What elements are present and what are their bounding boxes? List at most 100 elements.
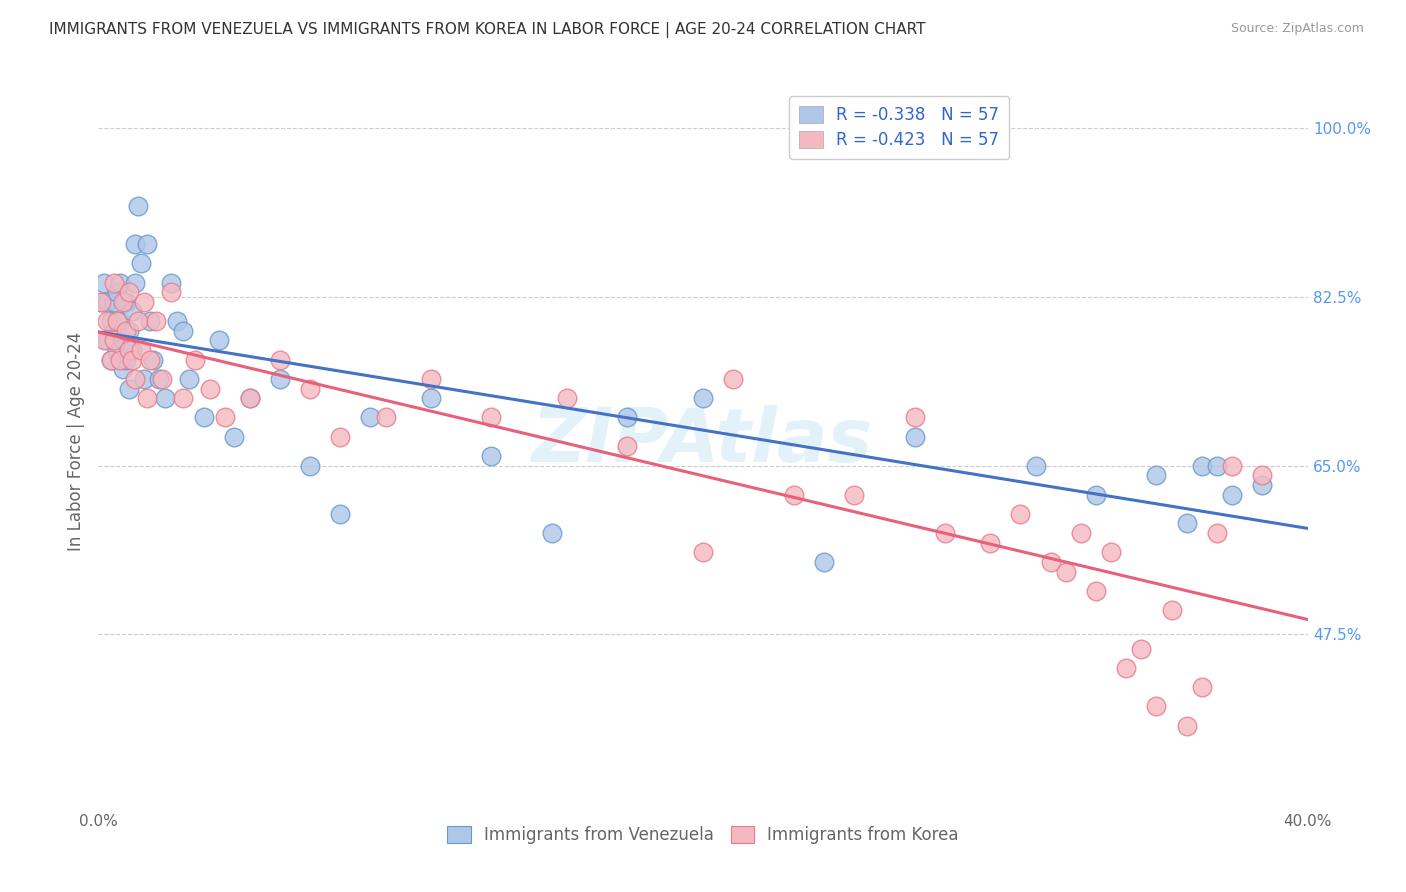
Point [135, 391, 157, 405]
Point [114, 324, 136, 338]
Point [360, 410, 382, 425]
Legend: Immigrants from Venezuela, Immigrants from Korea: Immigrants from Venezuela, Immigrants fr… [439, 817, 967, 852]
Point [100, 352, 122, 367]
Point [193, 410, 215, 425]
Point [723, 372, 745, 386]
Point [142, 352, 165, 367]
Point [904, 410, 927, 425]
Point [108, 314, 131, 328]
Point [108, 276, 131, 290]
Point [103, 324, 125, 338]
Point [1144, 699, 1167, 714]
Point [90, 294, 112, 309]
Point [111, 294, 134, 309]
Point [124, 237, 146, 252]
Point [90, 294, 112, 309]
Point [129, 256, 152, 270]
Point [481, 410, 503, 425]
Point [1024, 458, 1046, 473]
Point [200, 382, 222, 396]
Point [100, 314, 122, 328]
Point [269, 372, 291, 386]
Point [108, 352, 131, 367]
Point [1085, 583, 1108, 598]
Point [783, 487, 806, 501]
Point [1191, 680, 1213, 694]
Point [160, 276, 183, 290]
Point [540, 526, 562, 541]
Point [904, 430, 927, 444]
Point [103, 334, 125, 348]
Y-axis label: In Labor Force | Age 20-24: In Labor Force | Age 20-24 [66, 332, 84, 551]
Point [96, 294, 118, 309]
Point [1251, 478, 1274, 492]
Point [124, 276, 146, 290]
Point [118, 324, 141, 338]
Point [299, 382, 322, 396]
Point [118, 382, 141, 396]
Point [148, 372, 170, 386]
Point [1175, 516, 1198, 531]
Point [844, 487, 866, 501]
Point [111, 362, 134, 376]
Point [160, 285, 183, 300]
Point [1220, 487, 1243, 501]
Point [132, 372, 155, 386]
Point [105, 285, 128, 300]
Point [1115, 661, 1137, 675]
Point [121, 352, 143, 367]
Point [239, 391, 262, 405]
Point [103, 294, 125, 309]
Point [299, 458, 322, 473]
Text: ZIPAtlas: ZIPAtlas [533, 405, 873, 478]
Point [184, 352, 207, 367]
Point [1010, 507, 1032, 521]
Point [103, 276, 125, 290]
Point [139, 314, 162, 328]
Point [121, 304, 143, 318]
Text: IMMIGRANTS FROM VENEZUELA VS IMMIGRANTS FROM KOREA IN LABOR FORCE | AGE 20-24 CO: IMMIGRANTS FROM VENEZUELA VS IMMIGRANTS … [49, 22, 925, 38]
Point [481, 449, 503, 463]
Point [100, 352, 122, 367]
Point [555, 391, 578, 405]
Point [329, 507, 352, 521]
Point [124, 372, 146, 386]
Point [1130, 641, 1153, 656]
Point [616, 410, 638, 425]
Point [96, 314, 118, 328]
Point [692, 545, 714, 559]
Point [374, 410, 396, 425]
Point [118, 285, 141, 300]
Point [132, 294, 155, 309]
Point [1144, 468, 1167, 483]
Point [420, 372, 443, 386]
Point [420, 391, 443, 405]
Point [692, 391, 714, 405]
Point [153, 391, 176, 405]
Text: Source: ZipAtlas.com: Source: ZipAtlas.com [1230, 22, 1364, 36]
Point [150, 372, 173, 386]
Point [1251, 468, 1274, 483]
Point [172, 391, 194, 405]
Point [105, 343, 128, 357]
Point [1220, 458, 1243, 473]
Point [127, 198, 149, 212]
Point [145, 314, 167, 328]
Point [224, 430, 246, 444]
Point [813, 555, 835, 569]
Point [129, 343, 152, 357]
Point [1085, 487, 1108, 501]
Point [93, 276, 115, 290]
Point [135, 237, 157, 252]
Point [166, 314, 188, 328]
Point [127, 314, 149, 328]
Point [1175, 719, 1198, 733]
Point [114, 352, 136, 367]
Point [93, 334, 115, 348]
Point [121, 343, 143, 357]
Point [118, 343, 141, 357]
Point [1070, 526, 1092, 541]
Point [1039, 555, 1062, 569]
Point [1206, 458, 1229, 473]
Point [105, 314, 128, 328]
